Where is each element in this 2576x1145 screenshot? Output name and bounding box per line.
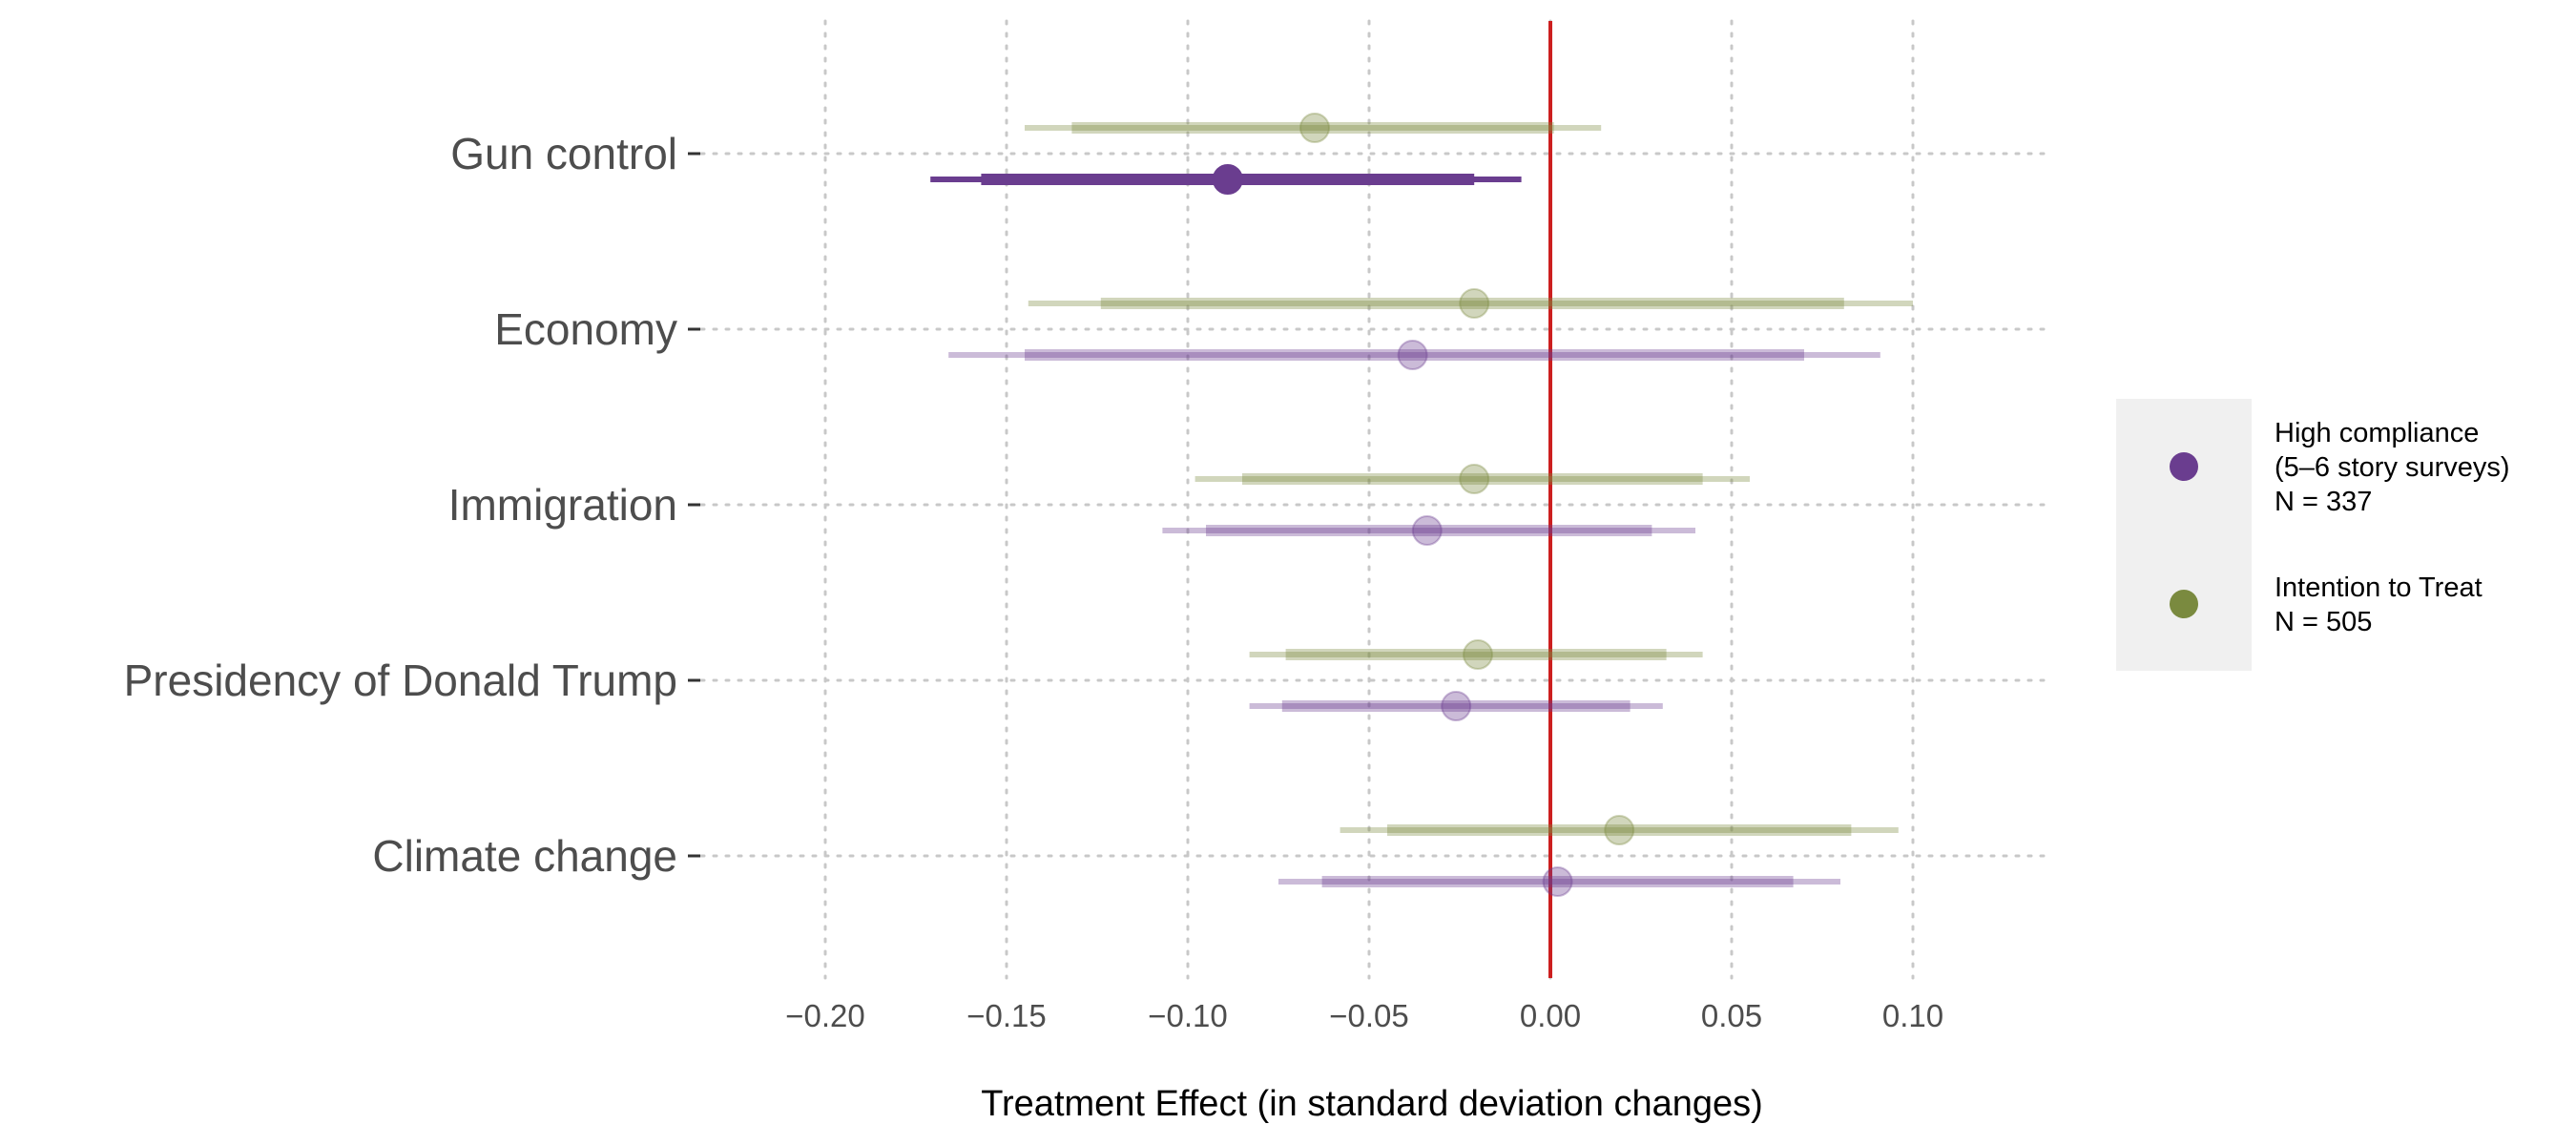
category-label: Economy [494, 304, 677, 354]
y-axis: Gun control Economy Immigration Presidency … [124, 129, 700, 881]
estimate-point [1542, 866, 1573, 897]
legend: High compliance (5–6 story surveys) N = 33… [2116, 399, 2510, 671]
legend-box [2116, 399, 2252, 671]
x-tick-label: −0.15 [966, 998, 1047, 1033]
category-label: Presidency of Donald Trump [124, 656, 677, 705]
legend-label: Intention to Treat [2275, 572, 2483, 603]
estimate-point [1459, 464, 1490, 494]
legend-key [2170, 590, 2198, 618]
estimate-point [1397, 340, 1428, 370]
legend-label: N = 337 [2275, 487, 2372, 517]
legend-label: N = 505 [2275, 607, 2372, 637]
legend-label: High compliance [2275, 418, 2479, 448]
x-tick-label: −0.20 [785, 998, 865, 1033]
estimate-point [1212, 164, 1243, 195]
x-tick-label: −0.10 [1148, 998, 1228, 1033]
horizontal-gridlines [699, 152, 2053, 858]
estimate-point [1459, 288, 1490, 319]
legend-key [2170, 452, 2198, 481]
x-axis: −0.20 −0.15 −0.10 −0.05 0.00 0.05 0.10 [785, 998, 1943, 1033]
estimate-point [1441, 691, 1472, 721]
x-tick-label: 0.05 [1701, 998, 1762, 1033]
category-label: Gun control [450, 129, 677, 178]
category-label: Immigration [448, 480, 677, 530]
estimate-marks [930, 21, 1913, 978]
x-tick-label: −0.05 [1329, 998, 1409, 1033]
x-axis-title: Treatment Effect (in standard deviation … [981, 1084, 1763, 1124]
estimate-point [1463, 639, 1493, 670]
estimate-point [1299, 113, 1330, 143]
estimate-point [1604, 815, 1635, 845]
estimate-point [1411, 515, 1443, 546]
category-label: Climate change [372, 831, 677, 881]
x-tick-label: 0.00 [1520, 998, 1581, 1033]
legend-label: (5–6 story surveys) [2275, 452, 2510, 483]
x-tick-label: 0.10 [1882, 998, 1943, 1033]
